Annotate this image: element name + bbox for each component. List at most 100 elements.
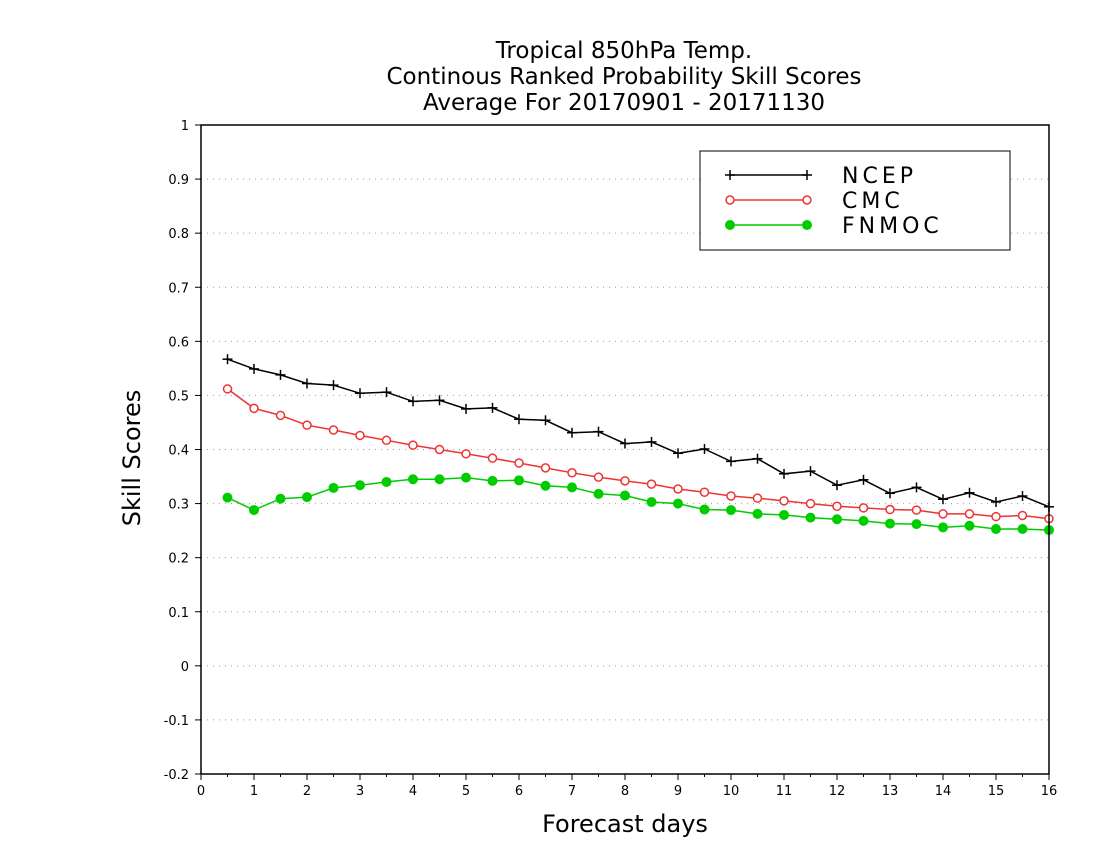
x-tick-label: 14 xyxy=(935,784,952,799)
grid-lines xyxy=(201,178,1049,721)
data-point-ncep xyxy=(567,427,577,438)
data-point-fnmoc xyxy=(593,488,604,499)
data-point-fnmoc xyxy=(991,524,1001,535)
data-point-cmc xyxy=(434,444,445,455)
data-point-fnmoc xyxy=(487,475,498,486)
legend-marker-fnmoc xyxy=(802,220,812,230)
data-point-fnmoc xyxy=(461,472,471,483)
data-point-ncep xyxy=(620,438,630,449)
y-tick-label: 0 xyxy=(181,660,189,675)
data-point-cmc xyxy=(302,420,312,430)
x-tick-label: 10 xyxy=(723,784,740,799)
data-point-fnmoc xyxy=(1017,524,1028,535)
data-point-fnmoc xyxy=(673,498,683,509)
data-point-cmc xyxy=(726,491,736,501)
data-point-cmc xyxy=(805,498,816,509)
data-point-ncep xyxy=(699,443,710,454)
data-point-fnmoc xyxy=(832,514,842,525)
title-line-2: Continous Ranked Probability Skill Score… xyxy=(386,64,861,90)
y-tick-label: -0.1 xyxy=(164,714,189,729)
data-point-cmc xyxy=(408,440,418,450)
title-line-1: Tropical 850hPa Temp. xyxy=(495,38,752,64)
y-tick-label: 0.6 xyxy=(168,335,189,350)
data-point-fnmoc xyxy=(567,482,577,493)
series-layer xyxy=(222,354,1054,536)
data-point-ncep xyxy=(328,380,339,391)
data-point-cmc xyxy=(567,468,577,478)
data-point-cmc xyxy=(779,496,789,506)
data-point-ncep xyxy=(487,402,498,413)
legend-marker-cmc xyxy=(725,195,735,205)
data-point-ncep xyxy=(593,426,604,437)
data-point-cmc xyxy=(381,435,392,446)
x-tick-label: 16 xyxy=(1041,784,1058,799)
data-point-cmc xyxy=(964,509,975,519)
x-tick-label: 11 xyxy=(776,784,793,799)
data-point-fnmoc xyxy=(355,480,365,491)
title-line-3: Average For 20170901 - 20171130 xyxy=(423,90,825,116)
data-point-ncep xyxy=(991,496,1001,507)
data-point-ncep xyxy=(461,403,471,414)
data-point-cmc xyxy=(249,403,259,414)
data-point-fnmoc xyxy=(328,482,339,493)
data-point-ncep xyxy=(434,395,445,406)
axes: -0.2-0.100.10.20.30.40.50.60.70.80.910 1 2… xyxy=(164,119,1058,799)
legend-marker-ncep xyxy=(802,170,812,180)
data-point-ncep xyxy=(858,474,869,485)
x-tick-label: 5 xyxy=(462,784,470,799)
x-axis-label: Forecast days xyxy=(542,810,708,838)
y-tick-label: 0.8 xyxy=(168,227,189,242)
data-point-ncep xyxy=(673,448,683,459)
data-point-fnmoc xyxy=(620,490,630,501)
data-point-ncep xyxy=(752,453,763,464)
data-point-fnmoc xyxy=(249,505,259,516)
x-tick-label: 15 xyxy=(988,784,1005,799)
data-point-fnmoc xyxy=(938,522,948,533)
data-point-ncep xyxy=(911,482,922,493)
legend-marker-cmc xyxy=(802,195,812,205)
x-tick-label: 0 xyxy=(197,784,205,799)
data-point-ncep xyxy=(408,396,418,407)
x-tick-label: 4 xyxy=(409,784,417,799)
data-point-fnmoc xyxy=(275,493,286,504)
data-point-cmc xyxy=(461,449,471,459)
data-point-ncep xyxy=(964,487,975,498)
y-tick-label: 0.7 xyxy=(168,281,189,296)
data-point-cmc xyxy=(991,511,1001,522)
data-point-fnmoc xyxy=(885,518,895,529)
data-point-fnmoc xyxy=(911,519,922,530)
data-point-fnmoc xyxy=(779,509,789,520)
x-tick-label: 1 xyxy=(250,784,258,799)
legend-label-ncep: NCEP xyxy=(842,164,917,189)
y-tick-label: 0.2 xyxy=(168,552,189,567)
y-tick-label: 0.5 xyxy=(168,389,189,404)
y-tick-label: -0.2 xyxy=(164,768,189,783)
data-point-cmc xyxy=(275,410,286,421)
data-point-fnmoc xyxy=(434,474,445,485)
y-tick-label: 0.3 xyxy=(168,498,189,513)
data-point-cmc xyxy=(673,484,683,494)
data-point-cmc xyxy=(646,479,657,489)
data-point-cmc xyxy=(540,463,551,473)
data-point-cmc xyxy=(328,425,339,435)
y-tick-label: 0.9 xyxy=(168,173,189,188)
data-point-ncep xyxy=(381,387,392,398)
x-tick-label: 12 xyxy=(829,784,846,799)
data-point-ncep xyxy=(832,480,842,491)
data-point-cmc xyxy=(832,501,842,512)
data-point-ncep xyxy=(726,456,736,467)
data-point-fnmoc xyxy=(302,492,312,503)
y-tick-label: 1 xyxy=(181,119,189,134)
data-point-ncep xyxy=(222,354,233,365)
data-point-fnmoc xyxy=(222,492,233,503)
data-point-fnmoc xyxy=(540,480,551,491)
x-tick-label: 2 xyxy=(303,784,311,799)
data-point-ncep xyxy=(302,378,312,389)
y-axis-label: Skill Scores xyxy=(118,390,146,527)
x-tick-label: 8 xyxy=(621,784,629,799)
data-point-cmc xyxy=(752,493,763,503)
legend-marker-fnmoc xyxy=(725,220,735,230)
data-point-fnmoc xyxy=(805,512,816,523)
data-point-fnmoc xyxy=(514,475,524,486)
